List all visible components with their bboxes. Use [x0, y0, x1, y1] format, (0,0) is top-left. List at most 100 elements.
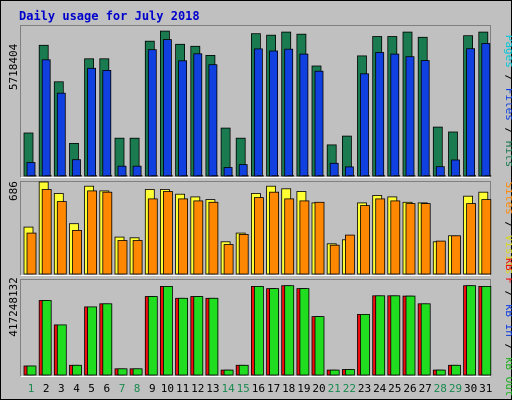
bar-sites: [27, 233, 36, 274]
day-label: 29: [449, 382, 462, 395]
bar-files: [42, 60, 50, 176]
bar-kb-out: [361, 314, 370, 375]
bar-kb-out: [42, 301, 51, 376]
bar-sites: [467, 204, 476, 274]
legend-sep: /: [503, 121, 512, 141]
bar-kb-out: [421, 304, 430, 375]
bar-sites: [254, 198, 263, 274]
bar-kb-out: [133, 369, 142, 375]
legend-pages: Pages: [503, 35, 512, 68]
day-label: 11: [176, 382, 189, 395]
bar-sites: [270, 192, 279, 274]
legend-sites: Sites: [503, 182, 512, 215]
bar-sites: [452, 236, 461, 274]
bar-kb-out: [57, 325, 66, 375]
legend-files: Files: [503, 88, 512, 121]
bar-files: [133, 166, 141, 176]
legend-sep: /: [503, 337, 512, 357]
legend-kb-out: kB Out: [503, 357, 512, 397]
bar-kb-out: [88, 307, 97, 375]
bar-kb-out: [224, 370, 233, 375]
bar-files: [345, 167, 353, 176]
bar-sites: [148, 199, 157, 274]
bar-files: [452, 160, 460, 176]
bar-kb-out: [330, 370, 339, 375]
bar-kb-out: [179, 298, 188, 375]
bar-sites: [482, 200, 491, 274]
bar-files: [482, 44, 490, 177]
day-label: 22: [343, 382, 356, 395]
bar-sites: [361, 206, 370, 274]
bar-kb-out: [239, 365, 248, 375]
day-label: 12: [191, 382, 204, 395]
day-label: 27: [419, 382, 432, 395]
bar-files: [330, 163, 338, 176]
bar-sites: [300, 201, 309, 274]
bar-kb-out: [436, 370, 445, 375]
day-label: 7: [119, 382, 126, 395]
chart-title: Daily usage for July 2018: [19, 9, 200, 23]
bar-kb-out: [391, 296, 400, 375]
bar-sites: [285, 199, 294, 274]
day-label: 17: [267, 382, 280, 395]
legend-kb-f: kB F: [503, 257, 512, 284]
bar-sites: [194, 201, 203, 274]
bar-kb-out: [73, 365, 82, 375]
bar-sites: [103, 192, 112, 274]
day-label: 20: [312, 382, 325, 395]
day-label: 18: [282, 382, 295, 395]
day-label: 8: [134, 382, 141, 395]
day-label: 28: [434, 382, 447, 395]
bar-kb-out: [163, 286, 172, 375]
bar-files: [88, 68, 96, 176]
bar-kb-out: [103, 304, 112, 375]
bar-sites: [133, 241, 142, 275]
bar-files: [224, 168, 232, 177]
day-label: 15: [237, 382, 250, 395]
bar-sites: [239, 234, 248, 274]
bar-kb-out: [209, 298, 218, 375]
bar-sites: [163, 192, 172, 275]
bar-sites: [391, 201, 400, 274]
bar-kb-out: [376, 296, 385, 375]
bar-sites: [421, 204, 430, 274]
bar-kb-out: [254, 286, 263, 375]
bar-files: [467, 49, 475, 176]
bar-sites: [42, 190, 51, 275]
bar-files: [361, 74, 369, 176]
bar-files: [73, 160, 81, 176]
bar-files: [209, 65, 217, 176]
bar-files: [239, 165, 247, 176]
legend-hits: Hits: [503, 141, 512, 168]
day-label: 1: [28, 382, 35, 395]
bar-files: [300, 54, 308, 176]
bar-sites: [179, 199, 188, 274]
day-label: 10: [161, 382, 174, 395]
bar-files: [421, 61, 429, 176]
bar-sites: [436, 241, 445, 274]
bar-files: [103, 70, 111, 176]
bar-files: [118, 166, 126, 176]
bar-kb-out: [452, 365, 461, 375]
bar-sites: [209, 202, 218, 274]
bar-kb-out: [194, 297, 203, 376]
bottom-scale-label: 417248132: [7, 277, 20, 337]
day-label: 16: [252, 382, 265, 395]
bar-sites: [224, 245, 233, 275]
bar-kb-out: [118, 369, 127, 375]
bar-files: [406, 57, 414, 176]
bar-files: [254, 49, 262, 176]
day-label: 9: [149, 382, 156, 395]
bar-kb-out: [148, 297, 157, 376]
bar-files: [391, 54, 399, 176]
bar-kb-out: [270, 289, 279, 375]
bar-files: [148, 50, 156, 176]
day-label: 19: [297, 382, 310, 395]
bar-kb-out: [27, 366, 36, 375]
bar-sites: [118, 241, 127, 275]
bar-sites: [88, 191, 97, 274]
day-label: 23: [358, 382, 371, 395]
bar-sites: [73, 230, 82, 274]
day-label: 14: [221, 382, 235, 395]
bar-sites: [376, 199, 385, 274]
